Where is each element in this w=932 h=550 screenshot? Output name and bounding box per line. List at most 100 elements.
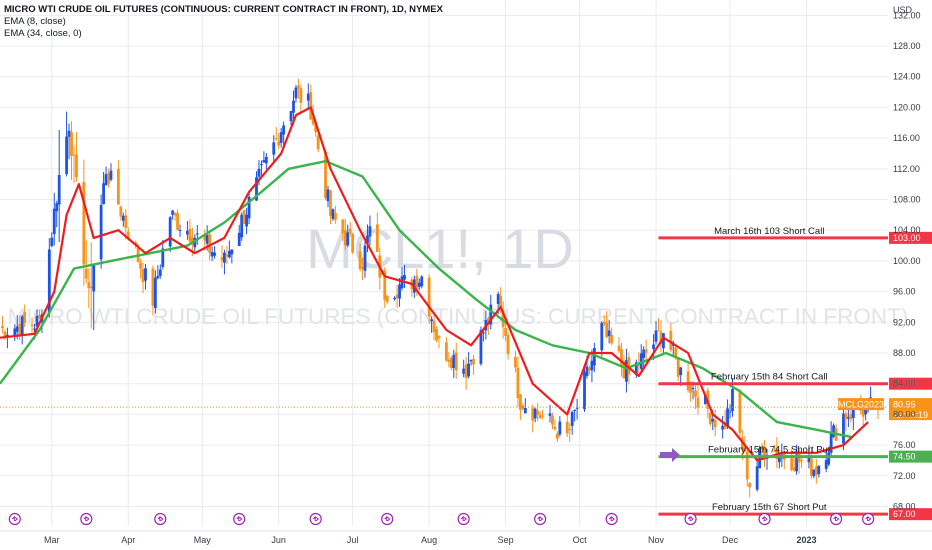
candle-body <box>536 410 540 415</box>
candle-body <box>432 320 436 333</box>
y-tick-label: 72.00 <box>893 471 916 481</box>
candle-body <box>447 359 451 362</box>
candle-body <box>573 410 577 412</box>
candle-body <box>605 322 609 338</box>
candle-body <box>583 372 586 410</box>
candle-body <box>75 154 78 178</box>
candle-body <box>622 361 626 379</box>
y-tick-label: 120.00 <box>893 102 921 112</box>
candle-body <box>469 359 473 362</box>
last-price-tag: 80.95 <box>893 400 916 410</box>
x-tick-label: Nov <box>648 535 665 545</box>
candle-body <box>812 469 816 477</box>
price-axis: USD 132.00 128.00 124.00 120.00 116.00 112.00… <box>893 5 921 511</box>
candle-body <box>237 232 241 247</box>
level-price-tag: 103.00 <box>893 233 921 243</box>
candle-body <box>541 415 544 417</box>
y-tick-label: 68.00 <box>893 501 916 511</box>
level-price-tag-bg <box>889 231 932 244</box>
candle-body <box>171 210 175 215</box>
candle-body <box>696 397 700 408</box>
candle-body <box>324 151 327 199</box>
legend-ema-slow: EMA (34, close, 0) <box>4 28 82 39</box>
symbol-tag: MCLG2023 <box>838 400 884 410</box>
option-levels: March 16th 103 Short Call 103.00 February … <box>658 226 932 521</box>
candle-body <box>568 428 572 430</box>
candle-body <box>523 407 527 414</box>
ema-fast-path <box>0 106 869 462</box>
candle-body <box>395 294 399 299</box>
candle-body <box>57 175 61 205</box>
x-tick-label: Apr <box>121 535 135 545</box>
candle-body <box>141 269 145 283</box>
candle-body <box>575 407 579 409</box>
candle-body <box>652 344 655 349</box>
candle-body <box>514 357 517 368</box>
candle-body <box>124 215 128 228</box>
candle-body <box>817 465 821 475</box>
candle-body <box>383 270 387 300</box>
candle-body <box>625 360 628 382</box>
candle-body <box>242 210 246 224</box>
candle-body <box>82 182 86 265</box>
chart-legend: MICRO WTI CRUDE OIL FUTURES (CONTINUOUS:… <box>4 4 443 40</box>
candle-body <box>795 454 799 472</box>
candle-body <box>590 360 594 371</box>
candle-body <box>403 275 406 280</box>
y-tick-label: 116.00 <box>893 133 920 143</box>
candle-body <box>161 248 165 268</box>
candle-body <box>790 458 794 471</box>
candle-body <box>792 467 796 471</box>
level-label: March 16th 103 Short Call <box>714 226 824 237</box>
candle-body <box>531 408 535 421</box>
time-axis: Mar Apr May Jun Jul Aug Sep Oct Nov Dec 2023 <box>0 530 932 545</box>
candle-body <box>30 324 34 326</box>
candle-body <box>689 385 692 393</box>
candle-body <box>553 426 557 430</box>
candle-body <box>585 366 589 376</box>
candle-body <box>472 359 475 365</box>
candle-body <box>832 425 836 437</box>
candle-body <box>343 230 347 246</box>
event-glyph <box>460 515 467 522</box>
y-tick-label: 108.00 <box>893 195 921 205</box>
candle-body <box>548 413 552 416</box>
candle-body <box>676 357 680 377</box>
candle-body <box>257 168 261 177</box>
candle-body <box>272 142 276 155</box>
countdown-tag: 22:05:19 <box>893 410 928 420</box>
candle-body <box>67 130 71 137</box>
ema-slow-line <box>0 159 854 439</box>
candle-body <box>627 357 631 375</box>
candle-body <box>763 446 766 456</box>
candle-body <box>213 252 216 256</box>
candle-body <box>659 331 663 345</box>
candle-body <box>153 277 157 308</box>
candle-body <box>842 413 845 444</box>
candle-body <box>827 452 831 465</box>
candle-body <box>277 141 281 146</box>
candle-body <box>341 219 345 234</box>
candle-body <box>23 312 27 323</box>
candle-body <box>18 323 22 337</box>
candle-body <box>748 482 752 488</box>
level-label: February 15th 74.5 Short Put <box>708 445 831 456</box>
candle-body <box>245 214 249 227</box>
candle-body <box>151 268 155 306</box>
candle-body <box>102 183 105 205</box>
candle-body <box>311 116 315 125</box>
candle-body <box>227 250 231 258</box>
candle-body <box>50 237 54 247</box>
candle-body <box>435 328 438 341</box>
level-price-tag: 74.50 <box>893 452 916 462</box>
x-tick-label: Sep <box>498 535 514 545</box>
candle-body <box>210 251 214 257</box>
y-tick-label: 76.00 <box>893 440 916 450</box>
candle-body <box>334 213 337 220</box>
candle-body <box>657 330 660 332</box>
candle-body <box>400 276 404 289</box>
candle-body <box>654 330 658 342</box>
x-tick-label: Dec <box>722 535 739 545</box>
candle-body <box>309 91 313 120</box>
